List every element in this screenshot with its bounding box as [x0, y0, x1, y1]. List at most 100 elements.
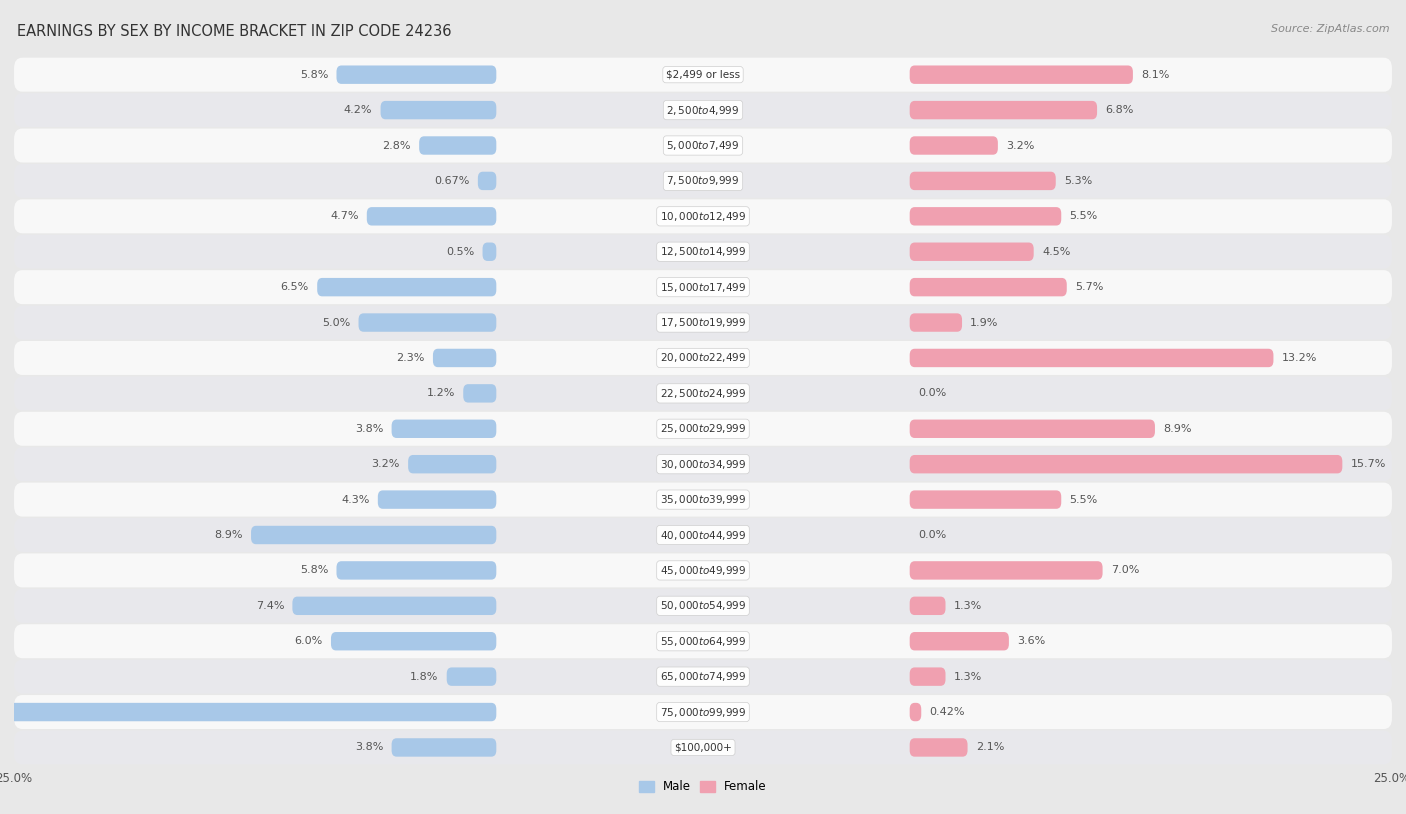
Text: 4.7%: 4.7% — [330, 212, 359, 221]
Text: $12,500 to $14,999: $12,500 to $14,999 — [659, 245, 747, 258]
FancyBboxPatch shape — [14, 93, 1392, 127]
FancyBboxPatch shape — [14, 129, 1392, 163]
FancyBboxPatch shape — [14, 554, 1392, 588]
FancyBboxPatch shape — [910, 243, 1033, 261]
FancyBboxPatch shape — [14, 730, 1392, 764]
FancyBboxPatch shape — [330, 632, 496, 650]
Text: 6.5%: 6.5% — [281, 282, 309, 292]
Text: Source: ZipAtlas.com: Source: ZipAtlas.com — [1271, 24, 1389, 34]
Text: 1.3%: 1.3% — [953, 601, 981, 610]
FancyBboxPatch shape — [359, 313, 496, 332]
Text: $55,000 to $64,999: $55,000 to $64,999 — [659, 635, 747, 648]
Text: EARNINGS BY SEX BY INCOME BRACKET IN ZIP CODE 24236: EARNINGS BY SEX BY INCOME BRACKET IN ZIP… — [17, 24, 451, 39]
FancyBboxPatch shape — [292, 597, 496, 615]
Text: 4.5%: 4.5% — [1042, 247, 1070, 256]
Legend: Male, Female: Male, Female — [634, 776, 772, 799]
Text: $50,000 to $54,999: $50,000 to $54,999 — [659, 599, 747, 612]
FancyBboxPatch shape — [419, 136, 496, 155]
Text: 3.2%: 3.2% — [1007, 141, 1035, 151]
FancyBboxPatch shape — [336, 561, 496, 580]
FancyBboxPatch shape — [482, 243, 496, 261]
FancyBboxPatch shape — [252, 526, 496, 545]
Text: 0.5%: 0.5% — [446, 247, 474, 256]
Text: 0.67%: 0.67% — [434, 176, 470, 186]
FancyBboxPatch shape — [910, 101, 1097, 120]
Text: 7.4%: 7.4% — [256, 601, 284, 610]
Text: $17,500 to $19,999: $17,500 to $19,999 — [659, 316, 747, 329]
Text: 1.8%: 1.8% — [411, 672, 439, 681]
Text: 2.3%: 2.3% — [396, 353, 425, 363]
Text: 5.8%: 5.8% — [299, 566, 328, 575]
Text: 6.8%: 6.8% — [1105, 105, 1133, 115]
FancyBboxPatch shape — [910, 455, 1343, 474]
FancyBboxPatch shape — [447, 667, 496, 686]
Text: 13.2%: 13.2% — [1282, 353, 1317, 363]
FancyBboxPatch shape — [14, 589, 1392, 623]
FancyBboxPatch shape — [392, 738, 496, 757]
FancyBboxPatch shape — [910, 667, 945, 686]
Text: $10,000 to $12,499: $10,000 to $12,499 — [659, 210, 747, 223]
FancyBboxPatch shape — [14, 305, 1392, 339]
FancyBboxPatch shape — [378, 490, 496, 509]
FancyBboxPatch shape — [14, 270, 1392, 304]
FancyBboxPatch shape — [14, 58, 1392, 92]
FancyBboxPatch shape — [910, 738, 967, 757]
Text: $75,000 to $99,999: $75,000 to $99,999 — [659, 706, 747, 719]
Text: 1.2%: 1.2% — [426, 388, 456, 398]
Text: 5.0%: 5.0% — [322, 317, 350, 327]
FancyBboxPatch shape — [910, 702, 921, 721]
FancyBboxPatch shape — [14, 518, 1392, 552]
Text: 8.1%: 8.1% — [1142, 70, 1170, 80]
FancyBboxPatch shape — [367, 207, 496, 225]
Text: 4.2%: 4.2% — [344, 105, 373, 115]
Text: 2.8%: 2.8% — [382, 141, 411, 151]
FancyBboxPatch shape — [408, 455, 496, 474]
FancyBboxPatch shape — [392, 419, 496, 438]
Text: $35,000 to $39,999: $35,000 to $39,999 — [659, 493, 747, 506]
Text: 5.5%: 5.5% — [1070, 495, 1098, 505]
Text: 0.0%: 0.0% — [918, 388, 946, 398]
Text: 15.7%: 15.7% — [1351, 459, 1386, 469]
FancyBboxPatch shape — [14, 412, 1392, 446]
Text: $25,000 to $29,999: $25,000 to $29,999 — [659, 422, 747, 435]
FancyBboxPatch shape — [910, 490, 1062, 509]
FancyBboxPatch shape — [910, 348, 1274, 367]
FancyBboxPatch shape — [14, 341, 1392, 375]
Text: 1.3%: 1.3% — [953, 672, 981, 681]
FancyBboxPatch shape — [910, 419, 1154, 438]
FancyBboxPatch shape — [14, 624, 1392, 659]
FancyBboxPatch shape — [910, 207, 1062, 225]
FancyBboxPatch shape — [0, 702, 496, 721]
FancyBboxPatch shape — [14, 659, 1392, 694]
Text: $40,000 to $44,999: $40,000 to $44,999 — [659, 528, 747, 541]
Text: $7,500 to $9,999: $7,500 to $9,999 — [666, 174, 740, 187]
FancyBboxPatch shape — [910, 313, 962, 332]
Text: 0.0%: 0.0% — [918, 530, 946, 540]
Text: $5,000 to $7,499: $5,000 to $7,499 — [666, 139, 740, 152]
FancyBboxPatch shape — [14, 199, 1392, 234]
FancyBboxPatch shape — [14, 695, 1392, 729]
Text: $2,499 or less: $2,499 or less — [666, 70, 740, 80]
Text: 5.3%: 5.3% — [1064, 176, 1092, 186]
Text: 5.8%: 5.8% — [299, 70, 328, 80]
Text: $30,000 to $34,999: $30,000 to $34,999 — [659, 457, 747, 470]
FancyBboxPatch shape — [910, 65, 1133, 84]
Text: 1.9%: 1.9% — [970, 317, 998, 327]
FancyBboxPatch shape — [14, 483, 1392, 517]
FancyBboxPatch shape — [14, 376, 1392, 410]
Text: 3.8%: 3.8% — [354, 742, 384, 752]
Text: $65,000 to $74,999: $65,000 to $74,999 — [659, 670, 747, 683]
FancyBboxPatch shape — [910, 561, 1102, 580]
FancyBboxPatch shape — [910, 597, 945, 615]
FancyBboxPatch shape — [433, 348, 496, 367]
FancyBboxPatch shape — [463, 384, 496, 403]
FancyBboxPatch shape — [478, 172, 496, 190]
Text: 3.6%: 3.6% — [1017, 637, 1046, 646]
FancyBboxPatch shape — [14, 164, 1392, 198]
Text: 5.5%: 5.5% — [1070, 212, 1098, 221]
FancyBboxPatch shape — [14, 447, 1392, 481]
FancyBboxPatch shape — [910, 172, 1056, 190]
Text: 6.0%: 6.0% — [294, 637, 323, 646]
FancyBboxPatch shape — [381, 101, 496, 120]
FancyBboxPatch shape — [910, 278, 1067, 296]
